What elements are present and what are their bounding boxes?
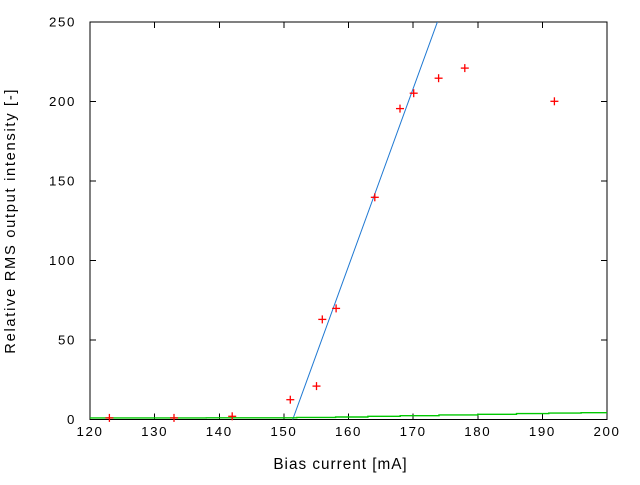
svg-text:Bias current [mA]: Bias current [mA] [273, 456, 407, 473]
svg-text:150: 150 [270, 424, 297, 439]
svg-text:190: 190 [529, 424, 556, 439]
svg-text:100: 100 [49, 253, 76, 268]
svg-text:180: 180 [464, 424, 491, 439]
svg-text:150: 150 [49, 174, 76, 189]
svg-text:0: 0 [67, 412, 76, 427]
svg-text:160: 160 [335, 424, 362, 439]
svg-text:250: 250 [49, 15, 76, 30]
svg-text:130: 130 [141, 424, 168, 439]
svg-text:200: 200 [49, 94, 76, 109]
svg-text:Relative RMS output intensity: Relative RMS output intensity [-] [3, 88, 19, 354]
svg-text:50: 50 [58, 333, 76, 348]
svg-text:140: 140 [206, 424, 233, 439]
svg-text:120: 120 [77, 424, 104, 439]
svg-text:170: 170 [400, 424, 427, 439]
svg-text:200: 200 [594, 424, 621, 439]
